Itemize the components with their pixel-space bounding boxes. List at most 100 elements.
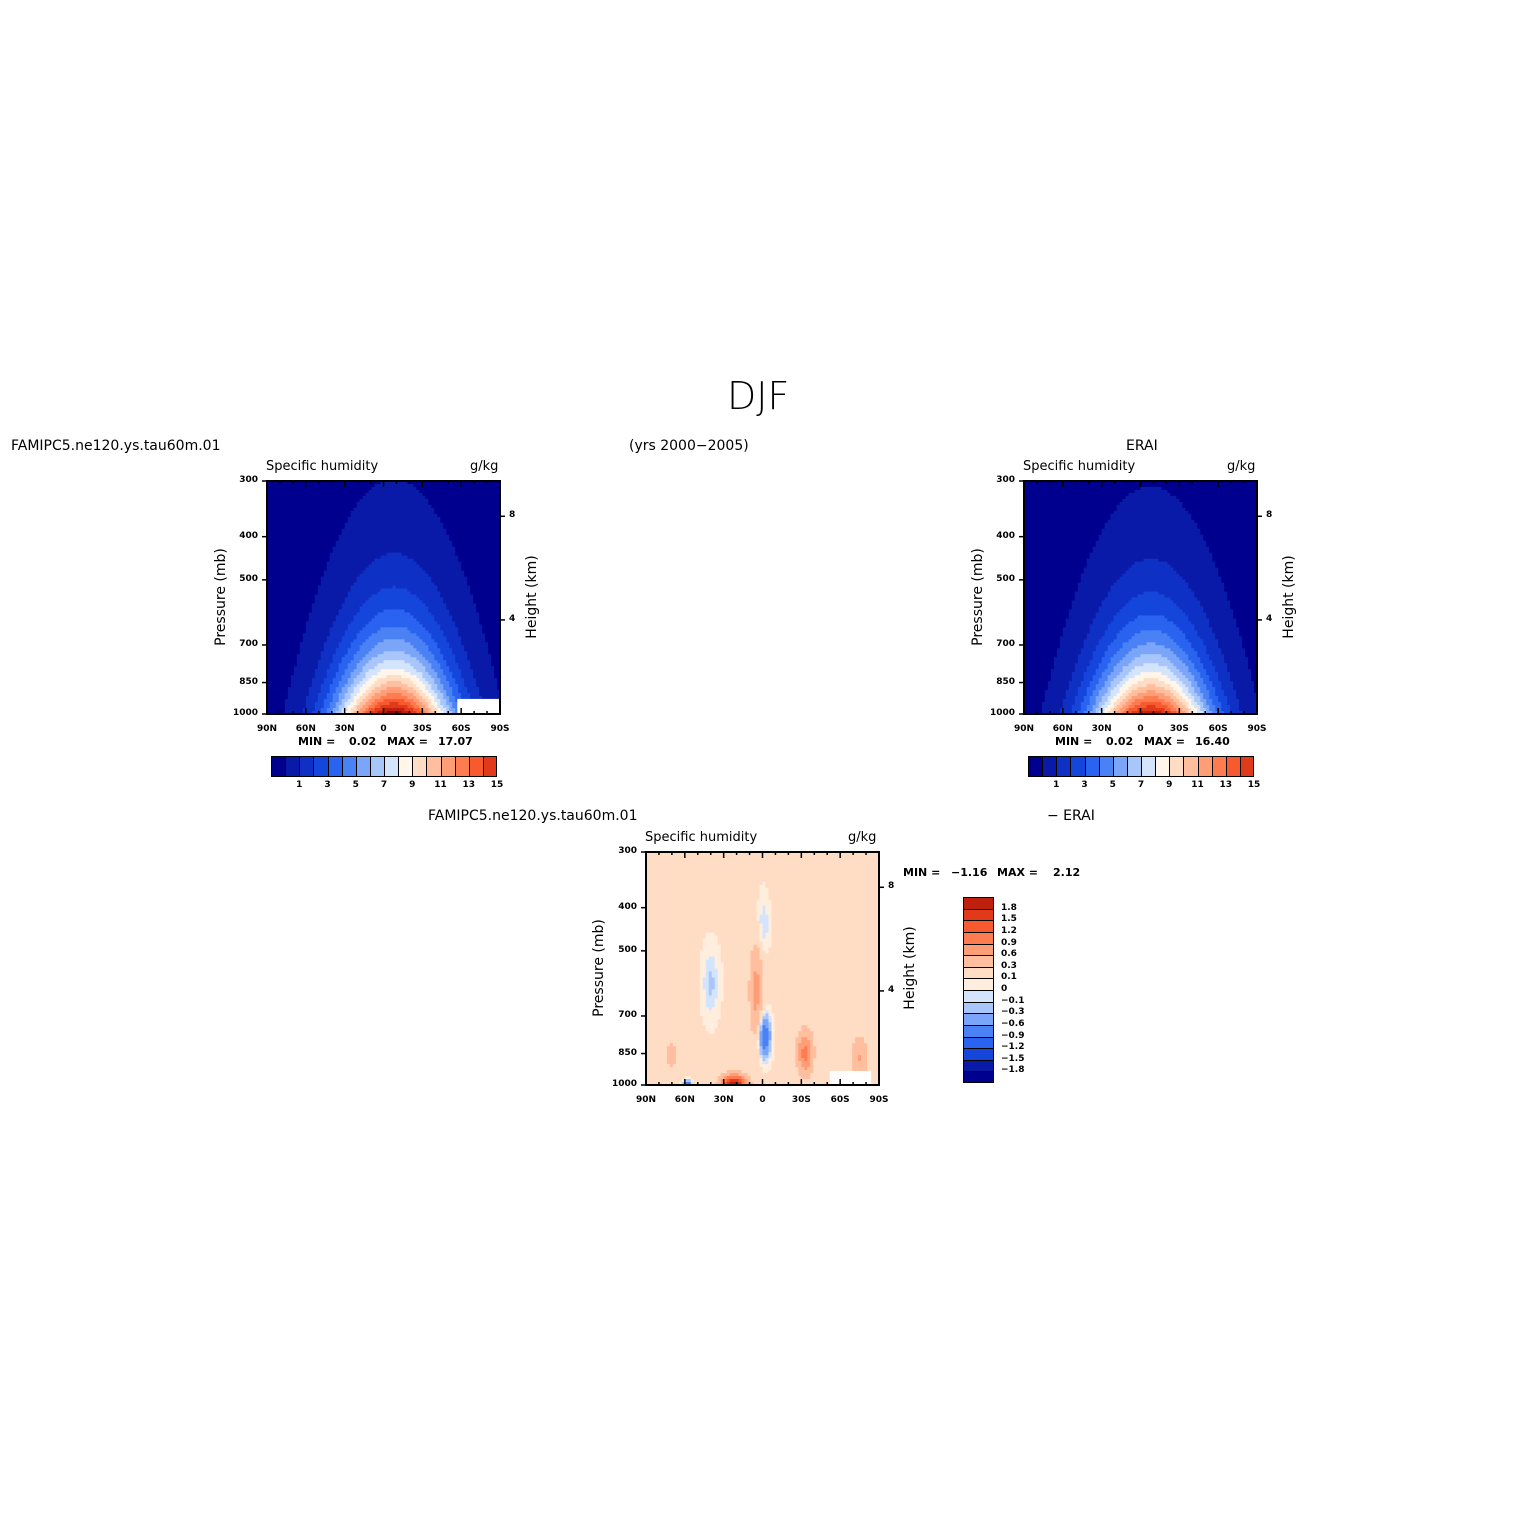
model-contour-cell (488, 642, 492, 646)
model-contour-cell (356, 552, 361, 557)
model-contour-cell (485, 531, 489, 536)
model-contour-cell (287, 531, 292, 536)
model-contour-cell (272, 660, 277, 664)
model-contour-cell (368, 567, 373, 572)
model-contour-cell (350, 639, 355, 643)
model-contour-cell (329, 534, 334, 539)
model-contour-cell (371, 570, 376, 575)
model-contour-cell (332, 657, 337, 661)
model-contour-cell (491, 507, 495, 512)
model-contour-cell (386, 654, 391, 658)
model-contour-cell (422, 591, 426, 596)
model-contour-cell (416, 549, 420, 554)
model-contour-cell (380, 639, 385, 643)
model-contour-cell (467, 576, 471, 581)
model-contour-cell (386, 642, 391, 646)
model-contour-cell (335, 645, 340, 649)
model-contour-cell (434, 570, 438, 575)
model-contour-cell (269, 609, 274, 614)
model-contour-cell (305, 588, 310, 593)
model-contour-cell (428, 669, 432, 673)
model-contour-cell (278, 669, 283, 673)
model-contour-cell (410, 654, 414, 658)
model-contour-cell (302, 663, 307, 667)
model-contour-cell (494, 555, 498, 560)
model-contour-cell (305, 669, 310, 673)
model-contour-cell (344, 576, 349, 581)
model-contour-cell (308, 657, 313, 661)
model-contour-cell (368, 531, 373, 536)
model-contour-cell (350, 552, 355, 557)
model-contour-cell (446, 636, 450, 640)
model-contour-cell (317, 624, 322, 628)
model-contour-cell (446, 483, 450, 488)
model-contour-cell (458, 606, 462, 611)
model-contour-cell (362, 651, 367, 655)
model-contour-cell (267, 504, 271, 509)
model-contour-cell (461, 492, 465, 497)
model-contour-cell (308, 615, 313, 620)
model-contour-cell (440, 481, 444, 485)
model-contour-cell (482, 663, 486, 667)
model-contour-cell (287, 576, 292, 581)
model-contour-cell (317, 660, 322, 664)
model-contour-cell (440, 564, 444, 569)
model-contour-cell (491, 609, 495, 614)
model-contour-cell (434, 588, 438, 593)
model-contour-cell (365, 624, 370, 628)
model-contour-cell (440, 492, 444, 497)
model-contour-cell (335, 597, 340, 602)
model-contour-cell (491, 528, 495, 533)
model-contour-cell (350, 657, 355, 661)
model-contour-cell (275, 582, 280, 587)
model-contour-cell (323, 540, 328, 545)
model-contour-cell (449, 585, 453, 590)
model-contour-cell (398, 660, 403, 664)
model-contour-cell (326, 609, 331, 614)
model-contour-cell (332, 669, 337, 673)
model-contour-cell (275, 555, 280, 560)
model-contour-cell (347, 516, 352, 521)
model-contour-cell (392, 519, 397, 524)
model-contour-cell (347, 660, 352, 664)
model-contour-cell (380, 555, 385, 560)
model-contour-cell (371, 546, 376, 551)
model-contour-cell (389, 612, 394, 617)
model-contour-cell (377, 570, 382, 575)
model-contour-cell (437, 483, 441, 488)
model-contour-cell (335, 495, 340, 500)
model-contour-cell (365, 543, 370, 548)
model-contour-cell (422, 528, 426, 533)
model-contour-cell (419, 639, 423, 643)
model-contour-cell (302, 486, 307, 491)
model-contour-cell (338, 606, 343, 611)
model-contour-cell (377, 609, 382, 614)
model-contour-cell (299, 651, 304, 655)
model-contour-cell (296, 648, 301, 652)
model-contour-cell (305, 495, 310, 500)
model-contour-cell (413, 486, 417, 491)
model-contour-cell (314, 519, 319, 524)
model-contour-cell (401, 615, 406, 620)
model-contour-cell (422, 525, 426, 530)
model-contour-cell (374, 528, 379, 533)
model-contour-cell (344, 540, 349, 545)
model-contour-cell (428, 558, 432, 563)
model-contour-cell (395, 651, 400, 655)
model-contour-cell (428, 609, 432, 614)
model-contour-cell (272, 636, 277, 640)
model-contour-cell (479, 588, 483, 593)
model-contour-cell (317, 495, 322, 500)
model-contour-cell (482, 645, 486, 649)
model-contour-cell (311, 654, 316, 658)
model-contour-cell (398, 519, 403, 524)
model-contour-cell (497, 648, 501, 652)
model-contour-cell (323, 633, 328, 637)
model-contour-cell (407, 621, 411, 625)
model-contour-cell (428, 510, 432, 515)
model-contour-cell (401, 481, 406, 485)
model-contour-cell (488, 498, 492, 503)
model-contour-cell (275, 624, 280, 628)
model-contour-cell (392, 552, 397, 557)
model-contour-cell (419, 552, 423, 557)
